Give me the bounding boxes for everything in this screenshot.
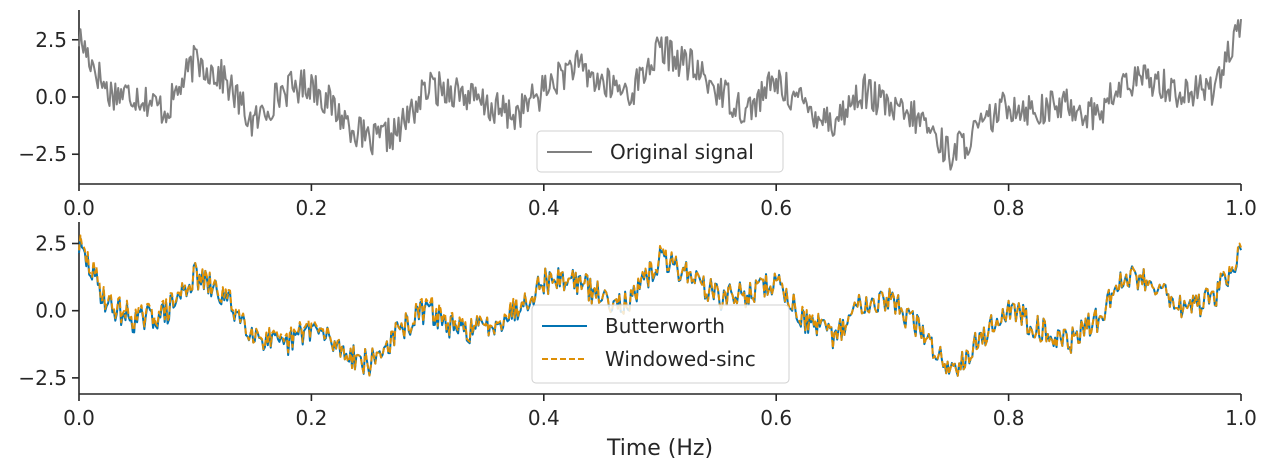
y-tick-label: 2.5 bbox=[35, 28, 67, 52]
y-tick-label: 2.5 bbox=[35, 232, 67, 256]
x-tick-label: 1.0 bbox=[1225, 196, 1257, 220]
bottom-panel: 0.0 0.2 0.4 0.6 0.8 1.0 2.5 0.0 −2.5 Butterworth W… bbox=[18, 222, 1257, 430]
legend-box bbox=[531, 304, 790, 384]
y-tick-label: −2.5 bbox=[18, 142, 67, 166]
x-tick-label: 0.0 bbox=[63, 196, 95, 220]
x-tick-label: 0.8 bbox=[993, 406, 1025, 430]
x-tick-label: 0.8 bbox=[993, 196, 1025, 220]
x-tick-label: 0.4 bbox=[528, 196, 560, 220]
top-panel: 0.0 0.2 0.4 0.6 0.8 1.0 2.5 0.0 −2.5 Original sig… bbox=[18, 10, 1257, 220]
x-tick-label: 0.4 bbox=[528, 406, 560, 430]
x-axis-label: Time (Hz) bbox=[606, 436, 713, 461]
legend: Original signal bbox=[536, 130, 784, 173]
legend-label: Original signal bbox=[610, 140, 754, 164]
y-tick-label: −2.5 bbox=[18, 366, 67, 390]
x-tick-label: 0.6 bbox=[760, 406, 792, 430]
x-tick-label: 0.0 bbox=[63, 406, 95, 430]
x-tick-label: 0.2 bbox=[295, 406, 327, 430]
y-tick-label: 0.0 bbox=[35, 299, 67, 323]
legend-label: Butterworth bbox=[605, 314, 725, 338]
legend-label: Windowed-sinc bbox=[605, 347, 756, 371]
y-tick-label: 0.0 bbox=[35, 85, 67, 109]
legend: Butterworth Windowed-sinc bbox=[531, 304, 790, 384]
x-tick-label: 0.6 bbox=[760, 196, 792, 220]
series-line-original-signal bbox=[78, 18, 1242, 171]
x-tick-label: 0.2 bbox=[295, 196, 327, 220]
series-line-windowed-sinc bbox=[78, 234, 1242, 377]
x-tick-label: 1.0 bbox=[1225, 406, 1257, 430]
legend-box bbox=[536, 130, 784, 173]
